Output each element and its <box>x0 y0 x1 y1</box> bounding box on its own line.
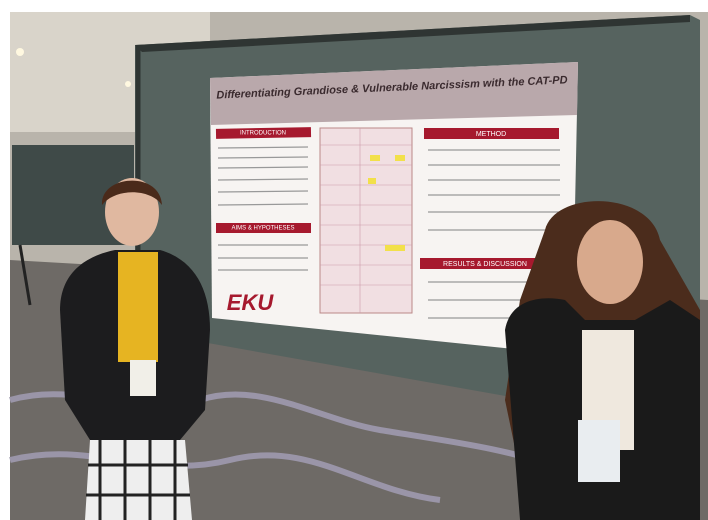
section-header <box>215 127 312 139</box>
highlight <box>370 155 380 161</box>
highlight <box>385 245 405 251</box>
badge <box>578 420 620 482</box>
highlight <box>395 155 405 161</box>
person-right-face <box>577 220 643 304</box>
section-label: METHOD <box>476 131 506 138</box>
person-left-face <box>105 178 159 246</box>
section-label: AIMS & HYPOTHESES <box>231 226 294 232</box>
highlight <box>368 178 376 184</box>
badge <box>130 360 156 396</box>
light <box>125 81 131 87</box>
section-label: RESULTS & DISCUSSION <box>443 261 527 268</box>
skirt-pattern <box>86 440 190 520</box>
light <box>16 48 24 56</box>
board-leg <box>18 244 32 306</box>
person-left-shirt <box>118 252 158 362</box>
poster-header <box>210 62 578 125</box>
section-header <box>420 258 550 269</box>
section-header <box>424 128 559 139</box>
section-label: INTRODUCTION <box>240 131 286 137</box>
person-left-skirt <box>85 440 192 520</box>
text-lines <box>217 146 560 319</box>
section-header <box>216 223 311 233</box>
person-left-hair <box>101 180 162 205</box>
poster-logo: EKU <box>227 290 275 315</box>
board-frame <box>135 15 690 52</box>
carpet-pattern <box>9 451 441 503</box>
